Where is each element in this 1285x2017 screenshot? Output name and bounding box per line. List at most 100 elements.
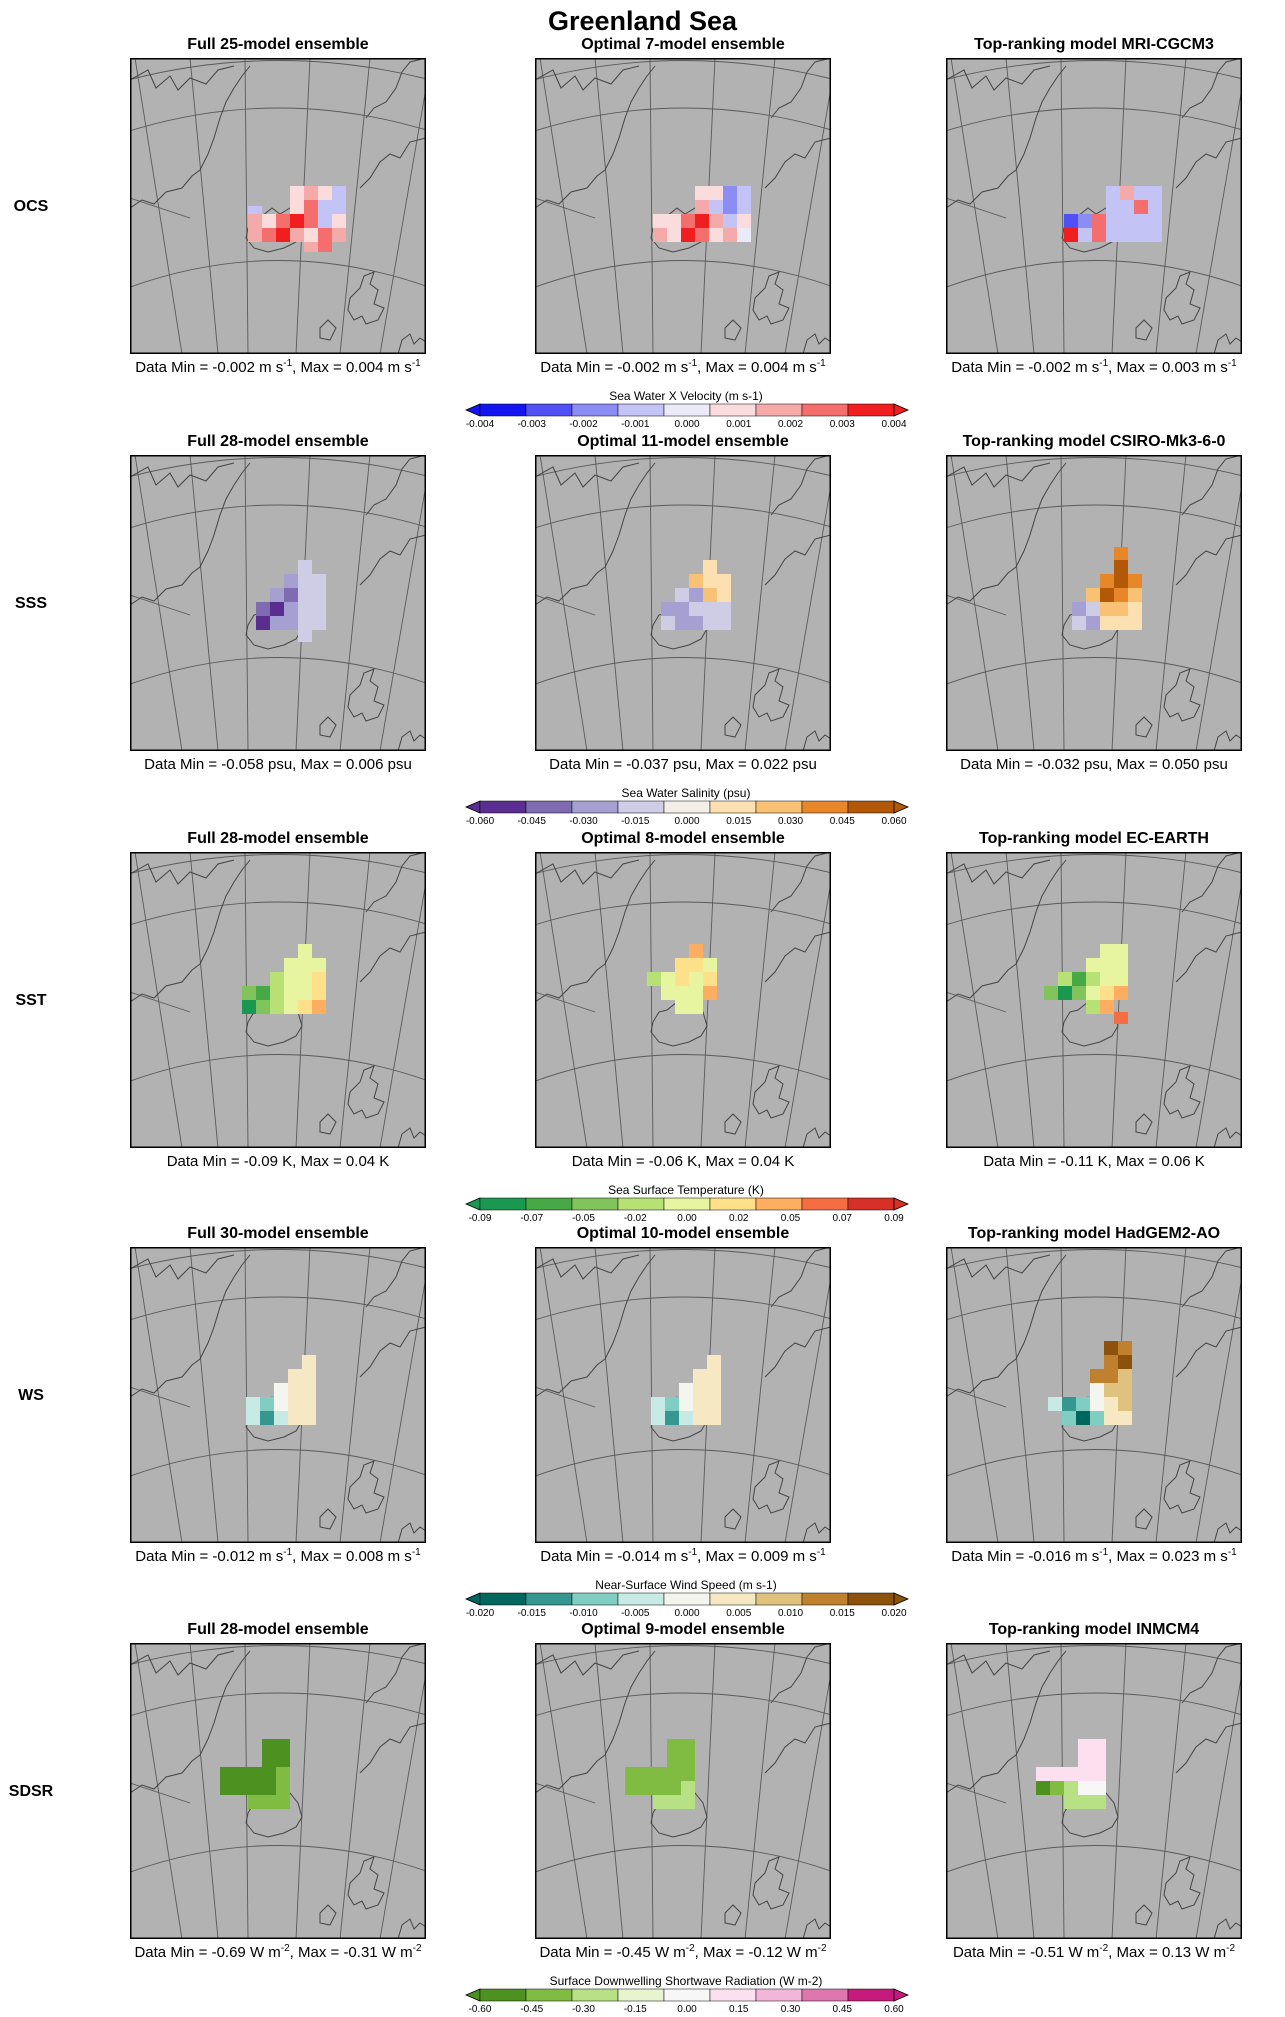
data-range-caption: Data Min = -0.002 m s-1, Max = 0.004 m s… [68, 359, 488, 377]
data-cell [709, 228, 723, 242]
data-cell [1100, 574, 1114, 588]
data-cell [284, 616, 298, 630]
caption-text: , Max = -0.12 W m [694, 1944, 818, 1961]
data-cell [304, 228, 318, 242]
data-cell [1114, 574, 1128, 588]
colorbar-tick-label: 0.001 [726, 419, 751, 430]
data-cell [242, 986, 256, 1000]
data-cell [1086, 588, 1100, 602]
data-cell [653, 228, 667, 242]
colorbar-tick-label: -0.15 [624, 2004, 647, 2015]
data-cell [302, 1397, 316, 1411]
data-range-caption: Data Min = -0.002 m s-1, Max = 0.003 m s… [884, 359, 1285, 377]
data-cell [318, 186, 332, 200]
data-cell [1058, 972, 1072, 986]
caption-unit-exponent: -1 [1099, 1547, 1109, 1558]
colorbar-over-triangle [893, 1197, 910, 1211]
colorbar: -0.020 -0.015 -0.010 -0.005 0.000 0.005 0.010 0… [464, 1592, 910, 1619]
data-cells [248, 186, 346, 252]
colorbar-under-triangle [464, 403, 481, 417]
data-cells [246, 1355, 316, 1425]
data-cell [695, 228, 709, 242]
coastline [130, 1247, 426, 1543]
colorbar-tick-label: 0.005 [726, 1608, 751, 1619]
data-cell [332, 200, 346, 214]
colorbar-segment [663, 1988, 711, 2002]
data-cells [651, 1355, 721, 1425]
map-frame [535, 1247, 831, 1543]
data-cell [625, 1781, 639, 1795]
data-cell [1118, 1397, 1132, 1411]
data-cells [1064, 186, 1162, 242]
colorbar-segment [617, 403, 665, 417]
data-range-caption: Data Min = -0.06 K, Max = 0.04 K [473, 1153, 893, 1170]
colorbar-over-triangle [893, 1592, 910, 1606]
data-cells [256, 560, 326, 642]
map-frame [946, 1643, 1242, 1939]
data-cell [1104, 1355, 1118, 1369]
data-cell [689, 972, 703, 986]
map-frame [535, 58, 831, 354]
data-cells [653, 186, 751, 242]
data-cell [276, 1781, 290, 1795]
data-cell [1120, 186, 1134, 200]
colorbar-segment [479, 1197, 527, 1211]
data-cell [681, 1739, 695, 1753]
data-cell [693, 1397, 707, 1411]
data-cell [318, 228, 332, 242]
data-cell [689, 616, 703, 630]
colorbar-segment [801, 1988, 849, 2002]
data-cell [262, 228, 276, 242]
colorbar-tick-label: 0.000 [674, 1608, 699, 1619]
data-range-caption: Data Min = -0.11 K, Max = 0.06 K [884, 1153, 1285, 1170]
data-cell [1114, 588, 1128, 602]
data-cell [681, 1753, 695, 1767]
colorbar-segment [801, 800, 849, 814]
data-cell [248, 206, 262, 214]
colorbar-tick-label: -0.060 [466, 816, 495, 827]
colorbar-tick-label: -0.010 [569, 1608, 598, 1619]
caption-text: , Max = 0.008 m s [292, 1548, 412, 1565]
data-cell [1114, 560, 1128, 574]
colorbar-tick-label: 0.07 [833, 1213, 853, 1224]
colorbar-over-triangle [893, 800, 910, 814]
data-cell [260, 1411, 274, 1425]
data-cell [723, 228, 737, 242]
data-cell [665, 1397, 679, 1411]
colorbar-tick-label: -0.045 [518, 816, 547, 827]
colorbar-segment [709, 1197, 757, 1211]
colorbar-tick-label: 0.15 [729, 2004, 749, 2015]
data-cell [1092, 1739, 1106, 1753]
caption-text: Data Min = -0.032 psu, Max = 0.050 psu [960, 756, 1228, 773]
colorbar-under-triangle [464, 800, 481, 814]
data-cell [262, 214, 276, 228]
data-range-caption: Data Min = -0.032 psu, Max = 0.050 psu [884, 756, 1285, 773]
colorbar-segment [617, 800, 665, 814]
map-frame [946, 455, 1242, 751]
colorbar-tick-label: -0.07 [520, 1213, 543, 1224]
data-cell [1100, 986, 1114, 1000]
colorbar-tick-label: 0.060 [881, 816, 906, 827]
colorbar-segment [571, 1592, 619, 1606]
data-cell [298, 972, 312, 986]
data-cell [1106, 214, 1120, 228]
data-cell [1078, 1753, 1092, 1767]
data-cells [647, 944, 717, 1014]
caption-unit-exponent: -1 [411, 1547, 421, 1558]
data-cell [1104, 1369, 1118, 1383]
data-cell [246, 1397, 260, 1411]
graticule [535, 1247, 831, 1543]
data-cell [1148, 186, 1162, 200]
colorbar-tick-label: -0.004 [466, 419, 495, 430]
data-cell [723, 186, 737, 200]
colorbar-segment [617, 1197, 665, 1211]
data-cell [1104, 1397, 1118, 1411]
data-cell [709, 186, 723, 200]
panel-title: Optimal 11-model ensemble [577, 433, 789, 450]
data-cell [675, 602, 689, 616]
data-cell [1058, 986, 1072, 1000]
data-range-caption: Data Min = -0.014 m s-1, Max = 0.009 m s… [473, 1548, 893, 1566]
data-cell [270, 986, 284, 1000]
panel-title: Optimal 8-model ensemble [581, 830, 785, 847]
caption-text: , Max = 0.009 m s [697, 1548, 817, 1565]
